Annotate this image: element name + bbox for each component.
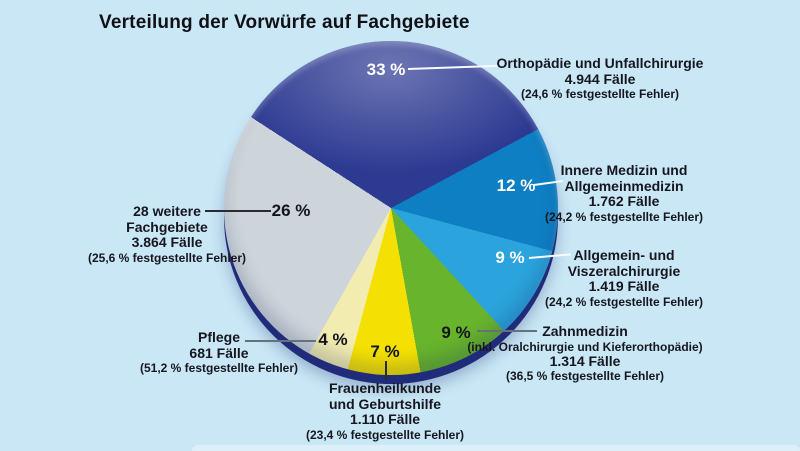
slice-cases: 681 Fälle xyxy=(189,344,249,361)
slice-error-rate: (23,4 % festgestellte Fehler) xyxy=(305,427,465,442)
bottom-card-edge xyxy=(192,445,800,451)
slice-cases: 4.944 Fälle xyxy=(564,70,636,87)
slice-label-pflege: Pflege 681 Fälle (51,2 % festgestellte F… xyxy=(69,329,369,375)
slice-label-viszeralchirurgie: Allgemein- und Viszeralchirurgie 1.419 F… xyxy=(474,247,774,309)
chart-title: Verteilung der Vorwürfe auf Fachgebiete xyxy=(99,12,470,33)
slice-error-rate: (51,2 % festgestellte Fehler) xyxy=(139,361,299,375)
slice-error-rate: (25,6 % festgestellte Fehler) xyxy=(87,250,247,265)
callout-line-weitere-fachgebiete xyxy=(205,210,271,212)
slice-name: Allgemein- und xyxy=(573,247,675,263)
slice-cases: 1.419 Fälle xyxy=(588,278,660,294)
slice-name: Innere Medizin und xyxy=(560,162,688,178)
slice-label-frauenheilkunde: Frauenheilkunde und Geburtshilfe 1.110 F… xyxy=(235,380,535,442)
slice-cases: 1.110 Fälle xyxy=(349,411,421,427)
percent-label-weitere-fachgebiete: 26 % xyxy=(271,201,311,220)
slice-name: Zahnmedizin xyxy=(542,323,628,339)
slice-name: Pflege xyxy=(197,329,240,345)
slice-name: Fachgebiete xyxy=(126,218,208,235)
pie-chart xyxy=(224,41,558,375)
slice-label-orthopaedie: Orthopädie und Unfallchirurgie 4.944 Fäl… xyxy=(450,55,750,101)
slice-name: Viszeralchirurgie xyxy=(567,262,681,279)
slice-label-zahnmedizin: Zahnmedizin (inkl. Oralchirurgie und Kie… xyxy=(425,323,745,383)
slice-error-rate: (24,6 % festgestellte Fehler) xyxy=(520,87,680,101)
slice-cases: 3.864 Fälle xyxy=(131,234,203,250)
percent-label-viszeralchirurgie: 9 % xyxy=(495,248,525,267)
slice-error-rate: (36,5 % festgestellte Fehler) xyxy=(505,369,665,383)
slice-name: Orthopädie und Unfallchirurgie xyxy=(496,55,704,71)
percent-label-frauenheilkunde: 7 % xyxy=(370,342,400,361)
slice-note: (inkl. Oralchirurgie und Kieferorthopädi… xyxy=(467,339,703,354)
slice-cases: 1.314 Fälle xyxy=(549,352,621,369)
slice-label-weitere-fachgebiete: 28 weitere Fachgebiete 3.864 Fälle (25,6… xyxy=(17,203,317,265)
slice-error-rate: (24,2 % festgestellte Fehler) xyxy=(544,294,704,309)
percent-label-innere-medizin: 12 % xyxy=(496,176,536,195)
slice-name: Allgemeinmedizin xyxy=(564,177,684,194)
percent-label-orthopaedie: 33 % xyxy=(366,60,406,79)
slice-label-innere-medizin: Innere Medizin und Allgemeinmedizin 1.76… xyxy=(474,162,774,224)
slice-name: Frauenheilkunde xyxy=(328,380,442,396)
slice-name: und Geburtshilfe xyxy=(329,395,441,412)
callout-line-zahnmedizin xyxy=(477,330,537,332)
callout-line-pflege xyxy=(245,340,316,342)
callout-line-frauenheilkunde xyxy=(385,361,387,380)
slice-cases: 1.762 Fälle xyxy=(588,193,660,209)
slice-name: 28 weitere xyxy=(133,203,201,219)
percent-label-pflege: 4 % xyxy=(318,330,348,349)
percent-label-zahnmedizin: 9 % xyxy=(441,323,471,342)
slice-error-rate: (24,2 % festgestellte Fehler) xyxy=(544,209,704,224)
